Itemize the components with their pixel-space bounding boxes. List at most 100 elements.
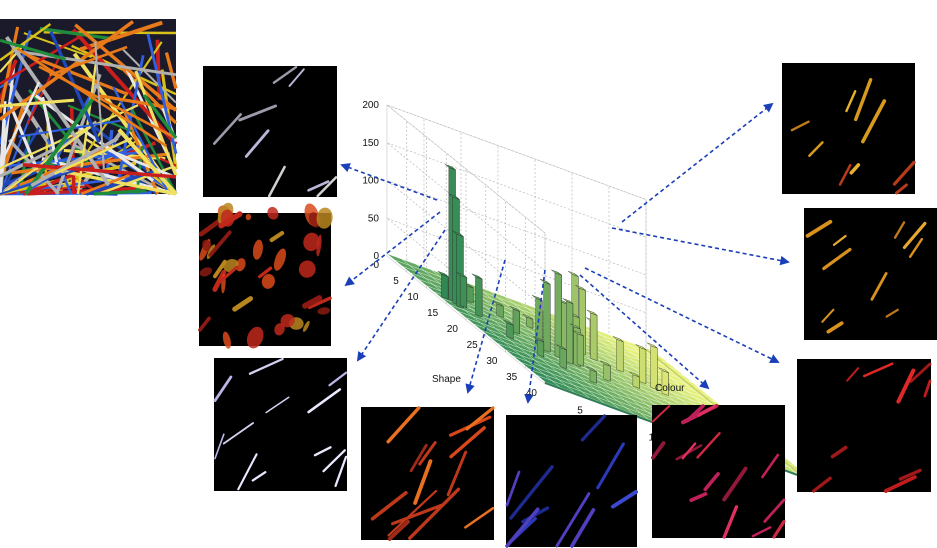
- bar-front: [512, 308, 520, 335]
- bar-top: [509, 305, 520, 312]
- stick: [269, 231, 285, 243]
- stick: [214, 433, 225, 460]
- stick: [273, 248, 287, 271]
- bar-top: [533, 336, 544, 343]
- stick: [71, 28, 178, 146]
- bar-front: [459, 274, 467, 309]
- stick: [885, 308, 899, 318]
- stick: [274, 323, 285, 336]
- stick: [505, 507, 540, 548]
- stick: [854, 78, 873, 122]
- bar: [556, 344, 567, 370]
- y-tick-label: 15: [427, 308, 439, 319]
- stick: [218, 211, 243, 229]
- stick: [313, 446, 332, 457]
- bar-top: [502, 319, 514, 326]
- stick: [761, 453, 780, 479]
- arrow: [621, 102, 774, 223]
- stick: [505, 470, 521, 507]
- stick: [198, 316, 211, 332]
- arrow: [340, 163, 438, 201]
- z-tick-label: 0: [373, 251, 379, 262]
- stick: [0, 104, 139, 170]
- stick: [212, 259, 227, 279]
- y-tick-label: 30: [486, 356, 498, 367]
- bar: [635, 344, 647, 385]
- stick: [409, 443, 428, 473]
- bar: [492, 300, 504, 318]
- bar-top: [573, 330, 584, 337]
- stick: [722, 466, 748, 502]
- stick: [108, 148, 177, 179]
- bar: [437, 271, 449, 300]
- stick: [212, 113, 242, 145]
- bar-front: [559, 347, 567, 370]
- stick: [703, 472, 720, 492]
- bar: [629, 371, 640, 389]
- stick: [902, 221, 927, 250]
- thumbnail-blue-sticks: [505, 414, 638, 548]
- stick: [0, 147, 55, 178]
- bar-front: [590, 312, 598, 361]
- stick: [93, 189, 147, 196]
- bar-top: [437, 271, 449, 277]
- stick: [208, 230, 232, 257]
- bar-top: [612, 336, 624, 342]
- stick: [17, 47, 168, 148]
- bar-top: [449, 193, 460, 200]
- stick: [222, 422, 255, 445]
- stick: [28, 89, 101, 178]
- stick: [267, 206, 279, 220]
- stick: [849, 163, 861, 175]
- stick: [80, 173, 131, 196]
- stick: [39, 27, 113, 41]
- stick: [509, 465, 554, 520]
- bar-top: [556, 344, 567, 351]
- stick: [307, 296, 332, 310]
- y-axis-label: Shape: [432, 374, 461, 385]
- stick: [302, 295, 323, 309]
- bar: [562, 298, 574, 365]
- stick: [812, 476, 832, 493]
- bar: [456, 272, 467, 309]
- arrow: [465, 259, 506, 394]
- stick: [0, 98, 75, 108]
- thumbnail-yellow-sticks: [782, 63, 916, 195]
- thumbnail-magenta-sticks: [651, 404, 786, 539]
- stick: [218, 265, 239, 283]
- z-tick-label: 100: [362, 176, 379, 187]
- stick: [386, 406, 421, 444]
- bar-top: [445, 164, 456, 170]
- stick: [0, 119, 6, 195]
- stick: [0, 185, 86, 196]
- stick: [12, 49, 177, 77]
- stick: [0, 38, 67, 61]
- stick: [465, 406, 495, 431]
- stick: [213, 375, 233, 403]
- stick: [830, 445, 848, 459]
- stick: [246, 326, 264, 349]
- thumbnail-orange-short-sticks: [804, 208, 937, 340]
- x-axis-label: Colour: [655, 383, 685, 394]
- stick: [316, 207, 333, 229]
- stick: [391, 503, 444, 526]
- stick: [763, 498, 786, 523]
- stick: [280, 313, 295, 328]
- bar-front: [639, 347, 647, 384]
- bar-top: [569, 323, 581, 330]
- stick: [307, 388, 342, 414]
- stick: [418, 441, 437, 466]
- stick: [198, 218, 223, 237]
- bar-top: [586, 366, 597, 373]
- stick: [142, 94, 178, 139]
- stick: [245, 213, 252, 221]
- stick: [651, 404, 671, 423]
- bar: [573, 330, 584, 367]
- stick: [99, 94, 177, 111]
- thumbnail-red-ellipses: [198, 202, 333, 349]
- stick: [870, 272, 888, 301]
- stick: [464, 506, 495, 529]
- bar-top: [492, 300, 504, 307]
- thumbnail-orange-sticks: [361, 406, 495, 541]
- stick: [334, 455, 348, 488]
